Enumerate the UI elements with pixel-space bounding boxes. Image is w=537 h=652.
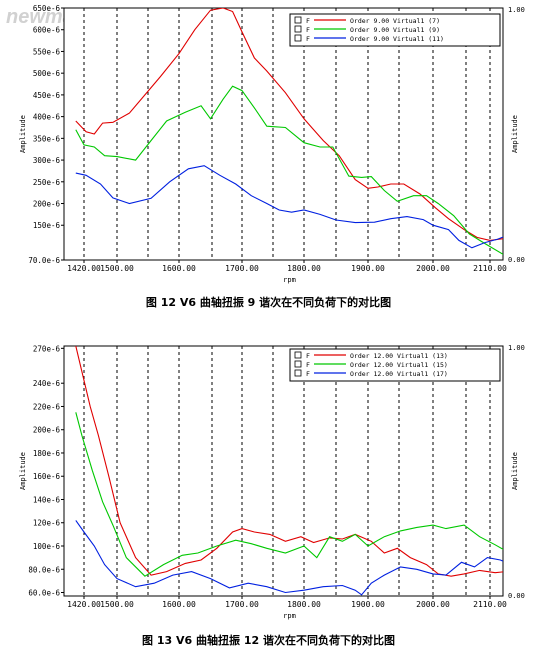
series-line xyxy=(75,85,503,255)
x-tick-label: 1600.00 xyxy=(162,600,196,609)
legend-flag: F xyxy=(306,26,310,34)
y-axis-label: Amplitude xyxy=(19,452,27,490)
x-tick-label: 1900.00 xyxy=(351,264,385,273)
right-axis-label: Amplitude xyxy=(511,115,519,153)
y-tick-label: 650e-6 xyxy=(33,4,61,13)
y-tick-label: 240e-6 xyxy=(33,379,61,388)
legend-flag: F xyxy=(306,352,310,360)
legend-label: Order 12.00 Virtual1 (15) xyxy=(350,361,448,369)
y-tick-label: 400e-6 xyxy=(33,113,61,122)
legend-flag: F xyxy=(306,35,310,43)
y-tick-label: 250e-6 xyxy=(33,178,61,187)
y-tick-label: 200e-6 xyxy=(33,426,61,435)
x-tick-label: 1800.00 xyxy=(287,264,321,273)
legend-label: Order 12.00 Virtual1 (17) xyxy=(350,370,448,378)
x-tick-label: 1600.00 xyxy=(162,264,196,273)
legend-checkbox xyxy=(294,369,302,377)
chart-order-9: 650e-6 600e-6 550e-6 500e-6 450e-6 400e-6 350e… xyxy=(19,4,525,284)
legend-box xyxy=(289,348,501,382)
y-tick-label: 120e-6 xyxy=(33,519,61,528)
y-tick-label: 500e-6 xyxy=(33,69,61,78)
series-line xyxy=(75,346,503,577)
right-tick-label: 0.00 xyxy=(508,256,525,264)
x-tick-label: 2000.00 xyxy=(416,600,450,609)
chart-order-12: 270e-6 240e-6 220e-6 200e-6 180e-6 160e-6 140e… xyxy=(19,344,525,620)
legend-flag: F xyxy=(306,17,310,25)
plot-frame xyxy=(63,345,504,597)
legend-flag: F xyxy=(306,361,310,369)
y-tick-label: 60.0e-6 xyxy=(28,589,60,598)
y-tick-label: 600e-6 xyxy=(33,26,61,35)
y-tick-label: 160e-6 xyxy=(33,472,61,481)
legend-label: Order 9.00 Virtual1 (9) xyxy=(350,26,440,34)
legend-checkbox xyxy=(294,360,302,368)
legend-box xyxy=(289,13,501,47)
right-axis-label: Amplitude xyxy=(511,452,519,490)
plot-frame xyxy=(63,7,504,261)
x-tick-label: 1500.00 xyxy=(100,264,134,273)
y-tick-label: 450e-6 xyxy=(33,91,61,100)
caption-figure-13: 图 13 V6 曲轴扭振 12 谐次在不同负荷下的对比图 xyxy=(142,634,395,647)
legend-flag: F xyxy=(306,370,310,378)
y-tick-label: 270e-6 xyxy=(33,344,61,353)
legend-checkbox xyxy=(294,16,302,24)
legend-label: Order 12.00 Virtual1 (13) xyxy=(350,352,448,360)
series-line xyxy=(75,412,503,577)
right-tick-label: 0.00 xyxy=(508,592,525,600)
x-tick-label: 1700.00 xyxy=(225,264,259,273)
x-tick-label: 2110.00 xyxy=(473,264,507,273)
x-tick-label: 1420.00 xyxy=(67,264,101,273)
legend-label: Order 9.00 Virtual1 (7) xyxy=(350,17,440,25)
y-tick-label: 140e-6 xyxy=(33,495,61,504)
caption-figure-12: 图 12 V6 曲轴扭振 9 谐次在不同负荷下的对比图 xyxy=(145,296,392,309)
x-tick-label: 1700.00 xyxy=(225,600,259,609)
y-tick-label: 150e-6 xyxy=(33,221,61,230)
y-tick-label: 70.0e-6 xyxy=(28,256,60,265)
series-line xyxy=(75,520,503,596)
x-tick-label: 1800.00 xyxy=(287,600,321,609)
x-tick-label: 1900.00 xyxy=(351,600,385,609)
legend-checkbox xyxy=(294,25,302,33)
legend-label: Order 9.00 Virtual1 (11) xyxy=(350,35,444,43)
x-axis-label: rpm xyxy=(283,612,296,620)
x-tick-label: 2000.00 xyxy=(416,264,450,273)
x-tick-label: 2110.00 xyxy=(473,600,507,609)
x-tick-label: 1420.00 xyxy=(67,600,101,609)
right-tick-label: 1.00 xyxy=(508,6,525,14)
y-tick-label: 550e-6 xyxy=(33,47,61,56)
y-tick-label: 100e-6 xyxy=(33,542,61,551)
y-tick-label: 300e-6 xyxy=(33,156,61,165)
y-tick-label: 180e-6 xyxy=(33,449,61,458)
legend-checkbox xyxy=(294,351,302,359)
x-axis-label: rpm xyxy=(283,276,296,284)
y-tick-label: 220e-6 xyxy=(33,402,61,411)
series-line xyxy=(75,8,503,241)
y-axis-label: Amplitude xyxy=(19,115,27,153)
legend-checkbox xyxy=(294,34,302,42)
y-tick-label: 200e-6 xyxy=(33,200,61,209)
x-tick-label: 1500.00 xyxy=(100,600,134,609)
y-tick-label: 350e-6 xyxy=(33,134,61,143)
right-tick-label: 1.00 xyxy=(508,344,525,352)
y-tick-label: 80.0e-6 xyxy=(28,565,60,574)
series-line xyxy=(75,165,503,249)
